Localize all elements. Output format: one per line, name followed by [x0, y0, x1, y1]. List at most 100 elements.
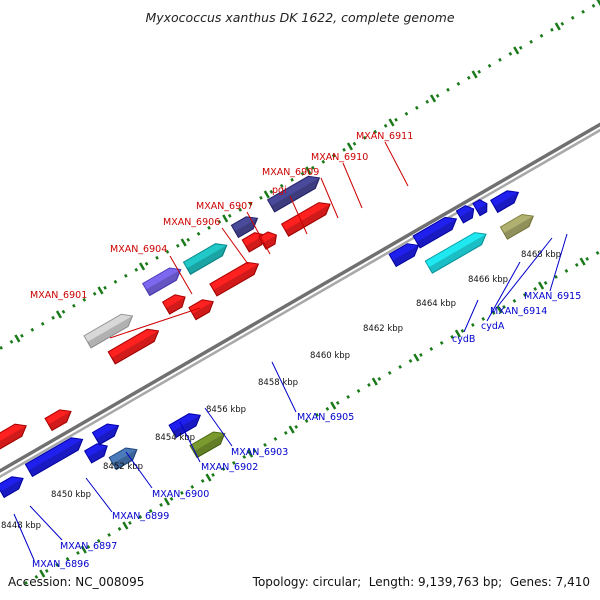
gene-arrow-shade [503, 216, 534, 240]
gene-arrow-shade [392, 245, 419, 267]
genes-label: Genes: [509, 575, 552, 589]
gene-arrow-shade [193, 433, 225, 458]
scale-tick-label: 8464 kbp [416, 299, 456, 309]
gene-leader-line [29, 505, 63, 541]
gene-arrow [91, 423, 120, 446]
gene-arrow [189, 431, 226, 459]
gene-leader-line [85, 477, 113, 513]
scale-tick-label: 8452 kbp [103, 462, 143, 472]
major-tick-mark [288, 425, 295, 434]
forward-gene-label: MXAN_6909 [262, 167, 319, 178]
gene-arrow-shade [285, 204, 331, 237]
genome-stats: Topology: circular; Length: 9,139,763 bp… [252, 575, 590, 589]
gene-arrow [258, 231, 277, 250]
major-tick-mark [14, 334, 21, 343]
gene-arrow-shade [112, 449, 137, 470]
scale-tick-label: 8454 kbp [155, 433, 195, 443]
gene-arrow-shade [428, 234, 486, 274]
gene-arrow [83, 443, 108, 464]
gene-arrow [230, 216, 259, 239]
gene-arrow [455, 205, 475, 224]
major-tick-mark [579, 257, 586, 266]
forward-gene-label: MXAN_6901 [30, 290, 87, 301]
gene-leader-line [109, 307, 201, 339]
gene-leader-line [463, 299, 479, 333]
gene-arrow-shade [271, 177, 320, 212]
major-tick-mark [454, 329, 462, 338]
major-tick-mark [496, 305, 503, 314]
gene-arrow [472, 199, 488, 217]
gene-leader-line [246, 211, 271, 255]
gene-leader-line [289, 195, 308, 235]
reverse-gene-label: MXAN_6905 [297, 412, 354, 423]
gene-arrow [182, 243, 228, 275]
scale-tick-label: 8468 kbp [521, 250, 561, 260]
genes-value: 7,410 [555, 575, 590, 589]
accession-info: Accession: NC_008095 [8, 575, 144, 589]
major-tick-mark [163, 497, 171, 506]
gene-arrow-shade [48, 411, 71, 431]
gene-arrow [161, 294, 186, 315]
gene-arrow-shade [0, 425, 27, 449]
gene-arrow-shade [146, 269, 181, 296]
gene-arrow [490, 190, 520, 214]
gene-arrow [209, 261, 260, 297]
gene-arrow [108, 447, 138, 471]
forward-gene-label: pgi [272, 185, 287, 196]
major-tick-mark [180, 238, 187, 247]
major-tick-mark [263, 190, 270, 199]
reverse-gene-label: MXAN_6902 [201, 462, 258, 473]
gene-leader-line [169, 255, 193, 295]
reverse-gene-label: MXAN_6903 [231, 447, 288, 458]
backbone-line [0, 122, 600, 473]
gene-arrow-shade [459, 208, 474, 223]
gene-leader-line [13, 513, 35, 561]
gene-arrow [0, 423, 27, 450]
gene-arrow-shade [166, 297, 186, 315]
gene-arrow-shade [87, 315, 133, 348]
gene-leader-line [497, 237, 553, 307]
scale-tick-label: 8458 kbp [258, 378, 298, 388]
gene-arrow [188, 299, 214, 321]
scale-tick-label: 8448 kbp [1, 521, 41, 531]
gene-arrow-shade [494, 192, 519, 213]
gene-arrow [83, 313, 134, 349]
major-tick-mark [596, 0, 600, 7]
major-tick-mark [246, 449, 254, 458]
length-label: Length: [368, 575, 415, 589]
gene-arrow-shade [172, 415, 201, 438]
forward-gene-label: MXAN_6904 [110, 244, 167, 255]
gene-leader-line [549, 233, 568, 292]
gene-arrow [107, 328, 160, 365]
reverse-gene-label: cydB [452, 334, 475, 345]
gene-arrow [0, 476, 24, 499]
gene-arrow-shade [213, 264, 259, 296]
gene-arrow [44, 409, 72, 432]
gene-arrow [24, 437, 84, 478]
scale-tick-label: 8462 kbp [363, 324, 403, 334]
gene-leader-line [204, 407, 233, 447]
backbone-line [0, 128, 600, 479]
major-tick-mark [222, 214, 229, 223]
gene-arrow-shade [234, 218, 258, 238]
gene-arrow-shade [192, 301, 214, 320]
accession-value: NC_008095 [75, 575, 145, 589]
reverse-gene-label: MXAN_6897 [60, 541, 117, 552]
gene-arrow-shade [0, 478, 24, 498]
map-title: Myxococcus xanthus DK 1622, complete gen… [145, 10, 455, 25]
scale-tick-label: 8450 kbp [51, 490, 91, 500]
gene-arrow [142, 267, 182, 297]
scale-tick-label: 8456 kbp [206, 405, 246, 415]
gene-arrow-shade [476, 203, 487, 216]
reverse-gene-label: cydA [481, 321, 505, 332]
gene-arrow [388, 243, 420, 268]
major-tick-mark [39, 569, 46, 578]
gene-arrow-shade [187, 245, 227, 275]
gene-leader-line [271, 361, 297, 413]
gene-arrow-shade [111, 330, 159, 364]
gene-leader-line [320, 177, 339, 219]
major-tick-mark [330, 401, 337, 410]
forward-gene-label: MXAN_6906 [163, 217, 220, 228]
forward-gene-label: MXAN_6907 [196, 201, 253, 212]
gene-arrow [168, 413, 202, 439]
